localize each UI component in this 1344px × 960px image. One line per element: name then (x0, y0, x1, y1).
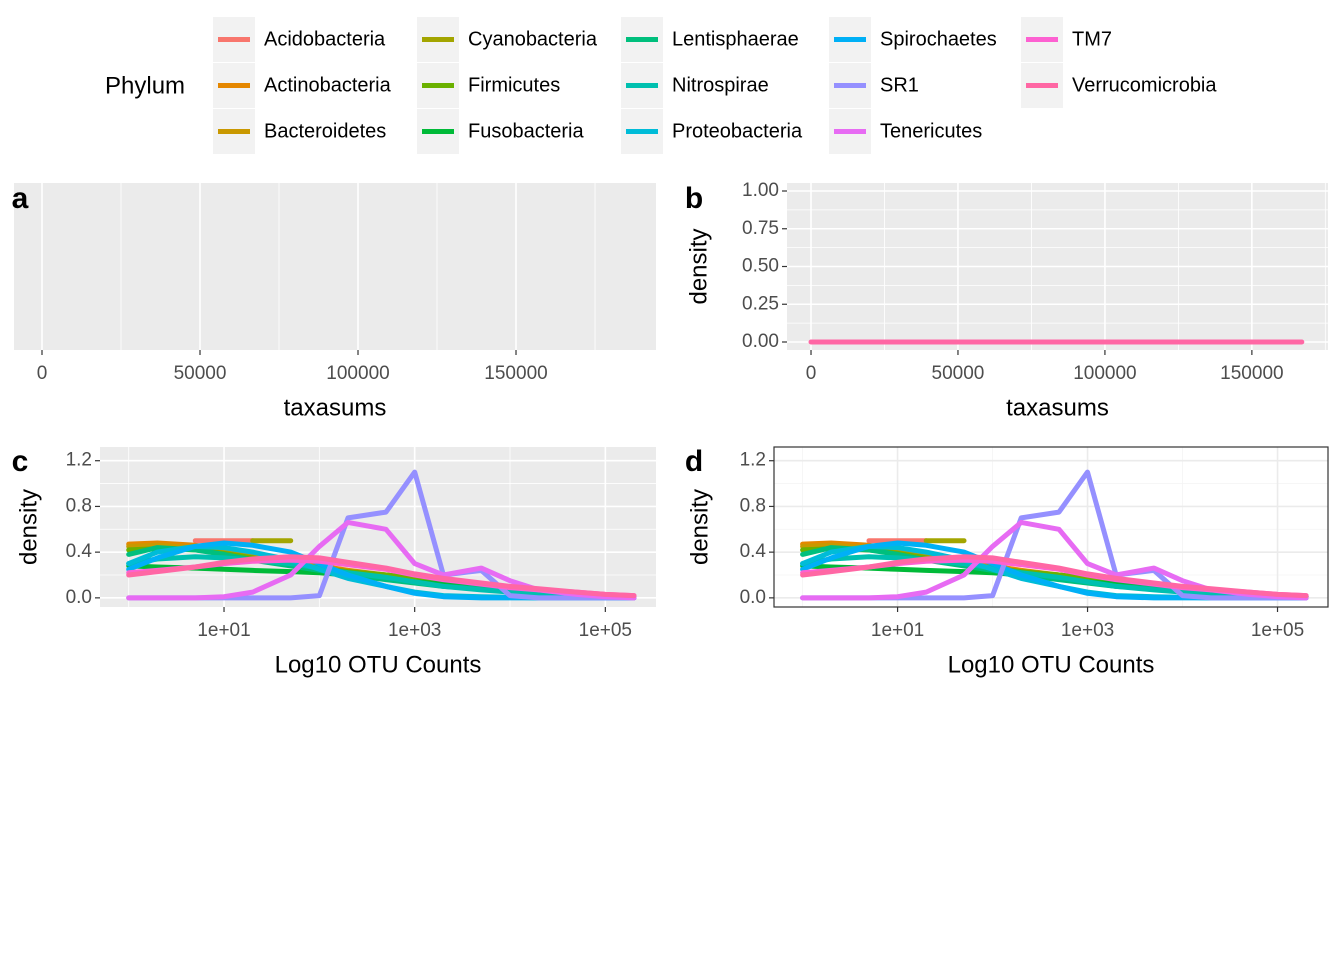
x-tick-label: 0 (37, 363, 48, 384)
y-tick-label: 0.4 (66, 541, 93, 562)
y-axis-title: density (685, 228, 712, 304)
legend-label: Fusobacteria (468, 120, 584, 142)
y-tick-label: 1.2 (66, 450, 92, 471)
density-line (126, 554, 637, 599)
y-tick-label: 0.8 (740, 495, 766, 516)
panel-tag: a (12, 182, 29, 215)
legend-label: Verrucomicrobia (1072, 74, 1217, 96)
y-tick-label: 1.2 (740, 450, 766, 471)
density-line (126, 554, 637, 600)
legend-label: Firmicutes (468, 74, 560, 96)
legend-label: Bacteroidetes (264, 120, 386, 142)
x-tick-label: 150000 (1220, 363, 1283, 384)
y-tick-label: 0.75 (742, 218, 779, 239)
x-tick-label: 150000 (484, 363, 547, 384)
x-axis-title: taxasums (284, 394, 387, 421)
legend-label: Spirochaetes (880, 28, 997, 50)
panel-tag: c (12, 445, 29, 478)
y-axis-title: density (686, 489, 713, 565)
x-tick-label: 100000 (326, 363, 389, 384)
density-line (800, 554, 1309, 600)
y-axis-title: density (15, 489, 42, 565)
y-tick-label: 0.50 (742, 256, 779, 277)
y-tick-label: 0.8 (66, 495, 92, 516)
y-tick-label: 0.0 (740, 587, 766, 608)
y-tick-label: 1.00 (742, 180, 779, 201)
legend-label: Nitrospirae (672, 74, 769, 96)
panel-tag: b (685, 182, 703, 215)
panel-tag: d (685, 445, 703, 478)
x-tick-label: 0 (806, 363, 817, 384)
legend-label: Proteobacteria (672, 120, 803, 142)
y-tick-label: 0.4 (740, 541, 767, 562)
x-tick-label: 1e+01 (197, 620, 250, 641)
legend-label: TM7 (1072, 28, 1112, 50)
x-tick-label: 1e+05 (579, 620, 632, 641)
x-tick-label: 50000 (932, 363, 985, 384)
panel-background (14, 183, 656, 350)
legend-label: SR1 (880, 74, 919, 96)
legend-label: Cyanobacteria (468, 28, 598, 50)
legend-label: Actinobacteria (264, 74, 392, 96)
y-tick-label: 0.0 (66, 587, 92, 608)
legend-title: Phylum (105, 72, 185, 99)
x-tick-label: 1e+05 (1251, 620, 1304, 641)
x-tick-label: 1e+03 (388, 620, 441, 641)
legend-label: Acidobacteria (264, 28, 386, 50)
x-tick-label: 100000 (1073, 363, 1136, 384)
x-tick-label: 50000 (174, 363, 227, 384)
x-axis-title: Log10 OTU Counts (275, 651, 482, 678)
density-line (800, 554, 1309, 599)
legend-label: Tenericutes (880, 120, 982, 142)
panel-border (773, 446, 1329, 608)
x-tick-label: 1e+01 (871, 620, 924, 641)
x-axis-title: taxasums (1006, 394, 1109, 421)
y-tick-label: 0.00 (742, 331, 779, 352)
x-axis-title: Log10 OTU Counts (948, 651, 1155, 678)
legend-label: Lentisphaerae (672, 28, 799, 50)
x-tick-label: 1e+03 (1061, 620, 1114, 641)
y-tick-label: 0.25 (742, 293, 779, 314)
